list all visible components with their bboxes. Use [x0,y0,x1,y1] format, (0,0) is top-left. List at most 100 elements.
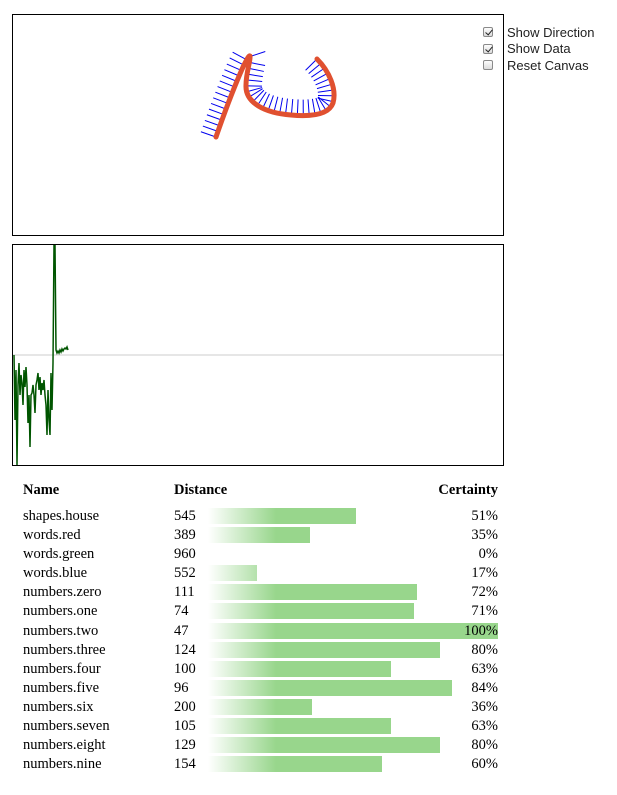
reset-canvas-checkbox[interactable] [483,60,493,71]
row-certainty: 17% [471,565,498,582]
direction-tick [291,99,294,114]
direction-tick [251,51,266,57]
row-distance: 124 [174,641,196,658]
direction-tick [248,73,263,78]
table-row: numbers.five 96 84% [18,679,502,698]
certainty-bar [208,660,391,677]
direction-tick [229,57,243,65]
direction-tick [221,74,236,82]
direction-tick [232,51,246,60]
certainty-bar [208,679,452,696]
direction-tick [248,87,263,92]
direction-tick [313,73,327,82]
certainty-bar [208,584,417,601]
table-row: numbers.six 200 36% [18,698,502,717]
table-row: words.green 960 0% [18,545,502,564]
row-name: words.green [23,546,95,563]
direction-tick [206,114,221,120]
direction-tick [200,131,215,137]
table-row: numbers.zero 111 72% [18,583,502,602]
direction-tick [279,97,284,112]
certainty-bar [208,737,440,754]
direction-tick [315,78,329,86]
show-direction-checkbox[interactable] [483,27,493,38]
options-panel: Show Direction Show Data Reset Canvas [482,24,594,74]
show-data-option[interactable]: Show Data [482,41,594,58]
show-direction-label: Show Direction [507,24,595,40]
table-row: words.blue 552 17% [18,564,502,583]
row-certainty: 35% [471,527,498,544]
table-row: shapes.house 545 51% [18,507,502,526]
row-distance: 960 [174,546,196,563]
direction-tick [219,80,233,87]
row-distance: 200 [174,698,196,715]
row-distance: 47 [174,622,189,639]
direction-tick [251,62,266,67]
direction-tick [210,102,225,109]
table-row: numbers.four 100 63% [18,660,502,679]
gesture-stroke [213,53,337,140]
direction-tick [305,60,316,71]
row-distance: 100 [174,660,196,677]
direction-tick [317,97,332,102]
header-name: Name [23,482,60,498]
certainty-bar [208,527,310,544]
show-direction-option[interactable]: Show Direction [482,24,594,41]
header-distance: Distance [174,482,228,498]
row-name: numbers.five [23,679,100,696]
gesture-drawing [200,51,337,140]
row-name: numbers.one [23,603,98,620]
row-distance: 111 [174,584,195,601]
row-name: numbers.two [23,622,99,639]
show-data-label: Show Data [507,41,571,57]
row-distance: 552 [174,565,196,582]
signal-line [13,245,69,465]
direction-tick [202,125,217,132]
certainty-bar [208,603,414,620]
direction-tick [317,89,332,93]
row-distance: 96 [174,679,189,696]
direction-tick [258,91,267,105]
table-row: numbers.three 124 80% [18,641,502,660]
row-name: numbers.nine [23,756,102,773]
row-certainty: 80% [471,737,498,754]
row-name: words.blue [23,565,88,582]
row-distance: 105 [174,718,196,735]
row-certainty: 36% [471,698,498,715]
direction-tick [250,88,263,97]
table-header: Name Distance Certainty [18,479,502,507]
row-certainty: 63% [471,660,498,677]
reset-canvas-label: Reset Canvas [507,57,589,73]
row-name: numbers.zero [23,584,102,601]
certainty-bar [208,718,391,735]
direction-tick [250,68,264,72]
signal-canvas [12,244,504,466]
direction-tick [296,99,299,114]
table-row: numbers.seven 105 63% [18,717,502,736]
direction-tick [217,86,231,93]
drawing-canvas[interactable] [12,14,504,236]
direction-tick [317,96,326,110]
row-certainty: 80% [471,641,498,658]
row-distance: 74 [174,603,189,620]
direction-tick [316,84,331,90]
row-certainty: 51% [471,508,498,524]
direction-tick [285,98,288,113]
row-name: shapes.house [23,508,100,524]
table-row: numbers.one 74 71% [18,602,502,621]
row-name: numbers.three [23,641,106,658]
direction-tick [208,108,223,115]
row-certainty: 63% [471,718,498,735]
direction-tick [315,97,321,112]
certainty-bar [208,508,356,524]
show-data-checkbox[interactable] [483,43,493,54]
table-row: words.red 389 35% [18,526,502,545]
certainty-bar [208,756,382,773]
results-table: Name Distance Certainty shapes.house 545 5… [18,479,502,774]
reset-canvas-option[interactable]: Reset Canvas [482,57,594,74]
row-certainty: 60% [471,756,498,773]
row-name: words.red [23,527,81,544]
row-certainty: 100% [464,622,498,639]
certainty-bar [208,622,498,639]
table-row: numbers.nine 154 60% [18,755,502,774]
